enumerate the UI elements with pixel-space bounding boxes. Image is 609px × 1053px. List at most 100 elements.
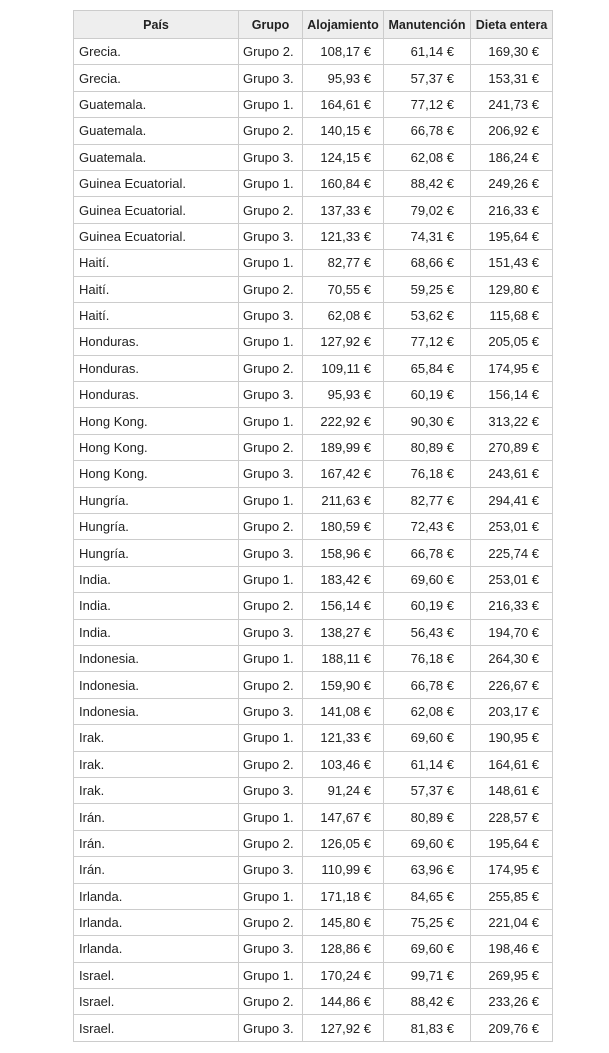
cell-dieta-entera: 209,76 €: [470, 1014, 553, 1042]
cell-dieta-entera: 198,46 €: [470, 935, 553, 963]
cell-pais: Haití.: [73, 249, 239, 277]
cell-dieta-entera: 294,41 €: [470, 486, 553, 515]
cell-grupo: Grupo 1.: [238, 803, 303, 831]
cell-alojamiento: 158,96 €: [302, 539, 384, 567]
cell-grupo: Grupo 3.: [238, 143, 303, 171]
cell-dieta-entera: 253,01 €: [470, 513, 553, 541]
cell-dieta-entera: 313,22 €: [470, 407, 553, 435]
cell-pais: Guinea Ecuatorial.: [73, 196, 239, 224]
cell-manutencion: 75,25 €: [383, 908, 471, 937]
cell-grupo: Grupo 2.: [238, 750, 303, 778]
table-row: India. Grupo 3. 138,27 €56,43 €194,70 €: [73, 618, 553, 646]
cell-dieta-entera: 156,14 €: [470, 381, 553, 409]
cell-grupo: Grupo 2.: [238, 275, 303, 303]
cell-alojamiento: 138,27 €: [302, 618, 384, 646]
cell-dieta-entera: 253,01 €: [470, 565, 553, 594]
cell-alojamiento: 121,33 €: [302, 724, 384, 752]
allowance-table: País Grupo Alojamiento Manutención Dieta…: [73, 10, 553, 1042]
cell-manutencion: 65,84 €: [383, 354, 471, 383]
table-row: Irak. Grupo 3. 91,24 €57,37 €148,61 €: [73, 776, 553, 805]
cell-grupo: Grupo 2.: [238, 908, 303, 937]
cell-manutencion: 57,37 €: [383, 64, 471, 92]
table-row: Irlanda. Grupo 1. 171,18 €84,65 €255,85 €: [73, 882, 553, 910]
cell-dieta-entera: 115,68 €: [470, 301, 553, 330]
table-row: Hungría. Grupo 2. 180,59 €72,43 €253,01 €: [73, 513, 553, 541]
table-row: Honduras. Grupo 2. 109,11 €65,84 €174,95 €: [73, 354, 553, 383]
cell-grupo: Grupo 2.: [238, 513, 303, 541]
cell-manutencion: 77,12 €: [383, 90, 471, 119]
cell-manutencion: 81,83 €: [383, 1014, 471, 1042]
cell-manutencion: 69,60 €: [383, 724, 471, 752]
cell-dieta-entera: 203,17 €: [470, 697, 553, 726]
cell-alojamiento: 137,33 €: [302, 196, 384, 224]
cell-pais: Irán.: [73, 829, 239, 858]
table-row: Guatemala. Grupo 2. 140,15 €66,78 €206,92 …: [73, 117, 553, 145]
cell-manutencion: 88,42 €: [383, 988, 471, 1016]
cell-pais: Hungría.: [73, 486, 239, 515]
cell-alojamiento: 188,11 €: [302, 644, 384, 673]
cell-dieta-entera: 195,64 €: [470, 829, 553, 858]
header-dieta-entera: Dieta entera: [470, 10, 553, 39]
table-row: Guatemala. Grupo 3. 124,15 €62,08 €186,24 …: [73, 143, 553, 171]
cell-pais: Irlanda.: [73, 908, 239, 937]
cell-alojamiento: 82,77 €: [302, 249, 384, 277]
cell-alojamiento: 180,59 €: [302, 513, 384, 541]
cell-grupo: Grupo 2.: [238, 37, 303, 66]
cell-manutencion: 79,02 €: [383, 196, 471, 224]
cell-pais: Israel.: [73, 961, 239, 990]
table-row: Haití. Grupo 3. 62,08 €53,62 €115,68 €: [73, 301, 553, 330]
cell-alojamiento: 140,15 €: [302, 117, 384, 145]
cell-alojamiento: 124,15 €: [302, 143, 384, 171]
table-row: Haití. Grupo 2. 70,55 €59,25 €129,80 €: [73, 275, 553, 303]
cell-alojamiento: 164,61 €: [302, 90, 384, 119]
cell-grupo: Grupo 1.: [238, 882, 303, 910]
cell-alojamiento: 189,99 €: [302, 433, 384, 462]
cell-pais: Honduras.: [73, 354, 239, 383]
table-header-row: País Grupo Alojamiento Manutención Dieta…: [73, 10, 553, 39]
table-row: Indonesia. Grupo 3. 141,08 €62,08 €203,17 …: [73, 697, 553, 726]
cell-manutencion: 60,19 €: [383, 381, 471, 409]
cell-dieta-entera: 206,92 €: [470, 117, 553, 145]
cell-alojamiento: 121,33 €: [302, 222, 384, 251]
cell-dieta-entera: 264,30 €: [470, 644, 553, 673]
cell-grupo: Grupo 1.: [238, 644, 303, 673]
cell-pais: Guatemala.: [73, 117, 239, 145]
cell-grupo: Grupo 3.: [238, 381, 303, 409]
cell-alojamiento: 170,24 €: [302, 961, 384, 990]
table-row: Honduras. Grupo 3. 95,93 €60,19 €156,14 €: [73, 381, 553, 409]
cell-manutencion: 77,12 €: [383, 328, 471, 356]
cell-alojamiento: 222,92 €: [302, 407, 384, 435]
cell-dieta-entera: 169,30 €: [470, 37, 553, 66]
table-row: Hong Kong. Grupo 1. 222,92 €90,30 €313,22 …: [73, 407, 553, 435]
cell-manutencion: 69,60 €: [383, 935, 471, 963]
cell-pais: Guinea Ecuatorial.: [73, 222, 239, 251]
table-row: Indonesia. Grupo 2. 159,90 €66,78 €226,67 …: [73, 671, 553, 699]
cell-grupo: Grupo 3.: [238, 776, 303, 805]
cell-manutencion: 84,65 €: [383, 882, 471, 910]
cell-alojamiento: 70,55 €: [302, 275, 384, 303]
cell-pais: Irak.: [73, 724, 239, 752]
cell-alojamiento: 159,90 €: [302, 671, 384, 699]
cell-grupo: Grupo 3.: [238, 301, 303, 330]
header-alojamiento: Alojamiento: [302, 10, 384, 39]
cell-dieta-entera: 269,95 €: [470, 961, 553, 990]
cell-grupo: Grupo 2.: [238, 988, 303, 1016]
cell-manutencion: 53,62 €: [383, 301, 471, 330]
cell-manutencion: 80,89 €: [383, 803, 471, 831]
cell-grupo: Grupo 1.: [238, 565, 303, 594]
cell-dieta-entera: 164,61 €: [470, 750, 553, 778]
cell-dieta-entera: 190,95 €: [470, 724, 553, 752]
cell-pais: India.: [73, 618, 239, 646]
table-row: Irán. Grupo 2. 126,05 €69,60 €195,64 €: [73, 829, 553, 858]
cell-alojamiento: 144,86 €: [302, 988, 384, 1016]
table-row: Grecia. Grupo 3. 95,93 €57,37 €153,31 €: [73, 64, 553, 92]
cell-manutencion: 76,18 €: [383, 460, 471, 488]
cell-dieta-entera: 153,31 €: [470, 64, 553, 92]
cell-dieta-entera: 255,85 €: [470, 882, 553, 910]
cell-dieta-entera: 233,26 €: [470, 988, 553, 1016]
cell-grupo: Grupo 2.: [238, 354, 303, 383]
cell-alojamiento: 156,14 €: [302, 592, 384, 620]
cell-manutencion: 60,19 €: [383, 592, 471, 620]
cell-alojamiento: 160,84 €: [302, 169, 384, 198]
cell-pais: Indonesia.: [73, 644, 239, 673]
